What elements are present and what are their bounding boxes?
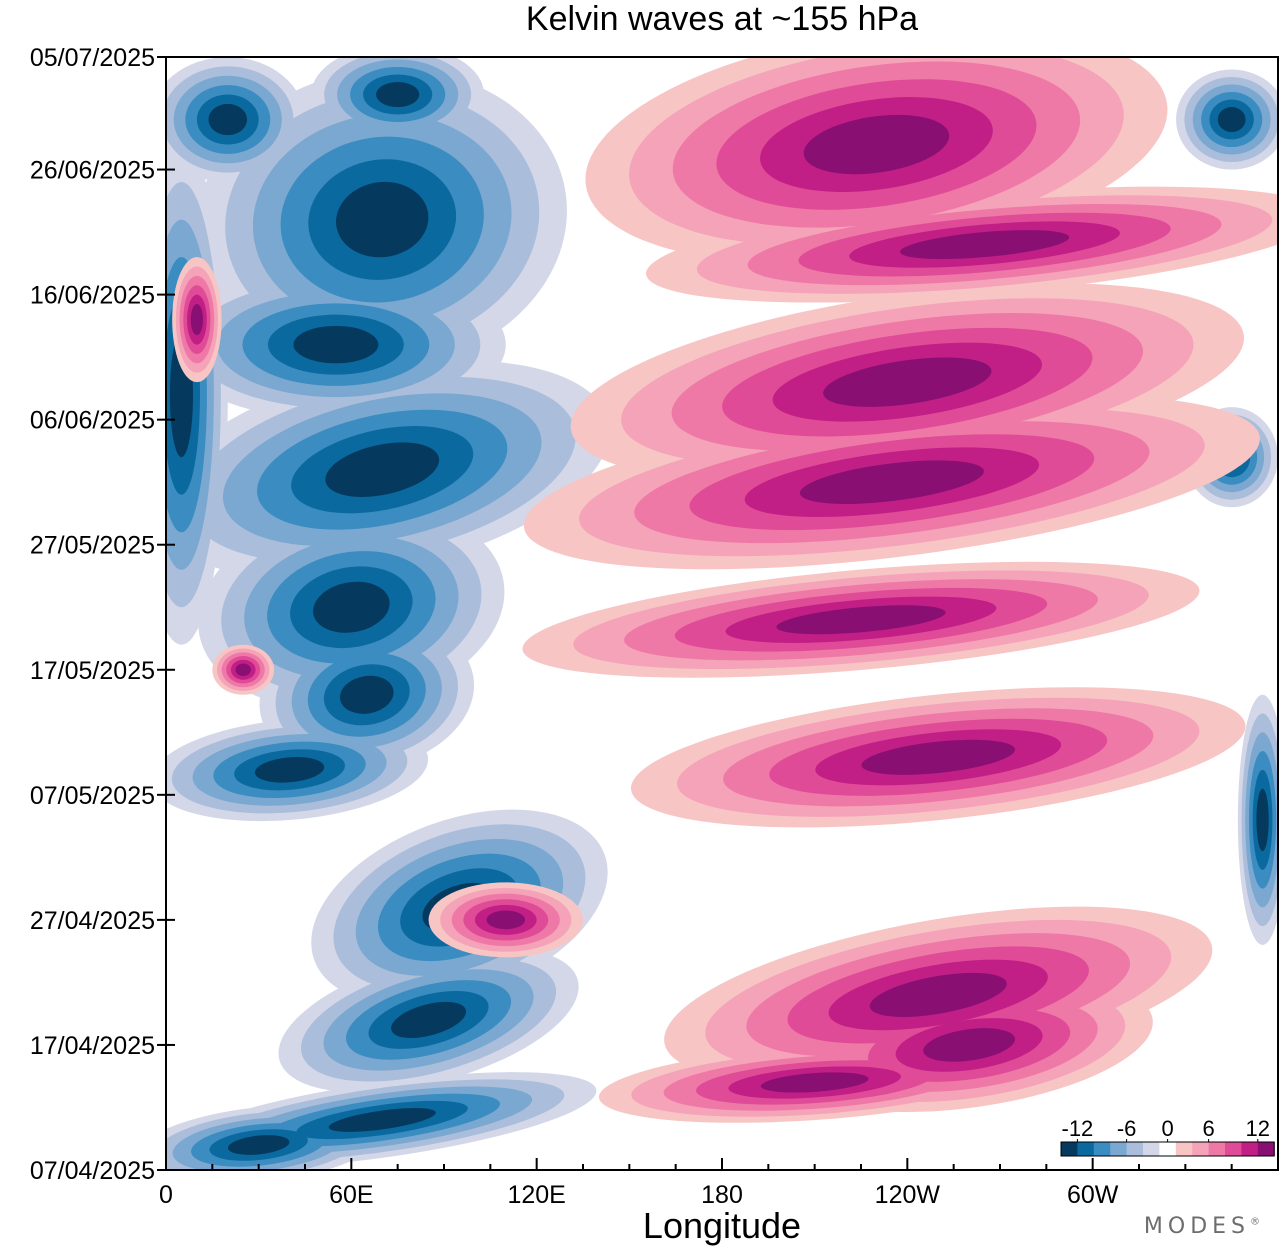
negative-anomaly-level-5-blob-9 xyxy=(227,1135,290,1155)
positive-anomaly-level-5-blob-1 xyxy=(899,230,1070,260)
positive-anomaly-level-5-blob-0 xyxy=(803,114,950,175)
negative-anomaly-level-5-blob-14 xyxy=(1217,107,1246,133)
negative-anomaly-level-5-blob-2 xyxy=(325,442,440,497)
x-tick-label-4: 120W xyxy=(875,1181,941,1209)
negative-anomaly-level-5-blob-4 xyxy=(339,675,394,714)
y-tick-label-8: 26/06/2025 xyxy=(30,157,155,185)
negative-anomaly-level-5-blob-12 xyxy=(208,103,248,136)
x-tick-label-1: 60E xyxy=(329,1181,373,1209)
anomaly-contours xyxy=(166,57,1278,1170)
positive-anomaly-level-5-blob-7 xyxy=(760,1072,869,1093)
y-tick-label-4: 17/05/2025 xyxy=(30,657,155,685)
colorbar-label-0: -12 xyxy=(1062,1116,1094,1141)
y-tick-label-0: 07/04/2025 xyxy=(30,1157,155,1185)
colorbar-swatch-11 xyxy=(1241,1142,1259,1156)
colorbar-swatch-9 xyxy=(1208,1142,1226,1156)
colorbar-swatch-8 xyxy=(1192,1142,1210,1156)
positive-anomaly-level-5-blob-10 xyxy=(190,303,204,336)
colorbar-swatch-3 xyxy=(1110,1142,1128,1156)
positive-anomaly-level-5-blob-6 xyxy=(869,972,1007,1017)
negative-anomaly-level-5-blob-13 xyxy=(376,82,420,108)
positive-anomaly-level-5-blob-9 xyxy=(486,910,526,930)
colorbar-swatch-0 xyxy=(1061,1142,1078,1156)
y-tick-label-7: 16/06/2025 xyxy=(30,282,155,310)
positive-anomaly-level-5-blob-11 xyxy=(235,663,251,677)
brand-mark: ® xyxy=(1250,1216,1260,1228)
positive-anomaly-level-5-blob-3 xyxy=(799,460,984,504)
negative-anomaly-level-5-blob-7 xyxy=(391,1001,467,1039)
colorbar-swatch-2 xyxy=(1093,1142,1111,1156)
colorbar: -12 -6 0 6 12 xyxy=(1060,1116,1275,1157)
colorbar-swatch-4 xyxy=(1126,1142,1144,1156)
x-tick-label-3: 180 xyxy=(701,1181,743,1209)
x-axis: 0 60E 120E 180 120W 60W xyxy=(159,1158,1279,1209)
positive-anomaly-level-5-blob-5 xyxy=(861,739,1016,775)
colorbar-swatch-1 xyxy=(1077,1142,1095,1156)
colorbar-label-3: 6 xyxy=(1202,1116,1214,1141)
negative-anomaly-level-5-blob-1 xyxy=(293,325,379,364)
y-tick-label-5: 27/05/2025 xyxy=(30,532,155,560)
colorbar-swatch-12 xyxy=(1257,1142,1275,1156)
negative-anomaly-level-5-blob-8 xyxy=(328,1108,436,1132)
positive-anomaly-level-5-blob-4 xyxy=(776,605,946,635)
colorbar-swatch-10 xyxy=(1225,1142,1242,1156)
y-tick-label-9: 05/07/2025 xyxy=(30,44,155,72)
colorbar-swatch-6 xyxy=(1159,1142,1177,1156)
chart-title: Kelvin waves at ~155 hPa xyxy=(526,0,918,38)
colorbar-label-4: 12 xyxy=(1246,1116,1270,1141)
plot-field xyxy=(166,57,1278,1170)
y-tick-label-6: 06/06/2025 xyxy=(30,407,155,435)
brand-text: MODES xyxy=(1143,1214,1250,1239)
positive-anomaly-level-5-blob-2 xyxy=(823,357,992,407)
x-axis-title: Longitude xyxy=(643,1205,801,1246)
y-tick-label-3: 07/05/2025 xyxy=(30,782,155,810)
x-tick-label-2: 120E xyxy=(507,1181,565,1209)
colorbar-swatch-5 xyxy=(1143,1142,1160,1156)
negative-anomaly-level-5-blob-11 xyxy=(1256,788,1269,852)
colorbar-label-2: 0 xyxy=(1161,1116,1173,1141)
x-tick-label-0: 0 xyxy=(159,1181,173,1209)
x-tick-label-5: 60W xyxy=(1067,1181,1119,1209)
positive-anomaly-level-5-blob-8 xyxy=(923,1028,1016,1062)
negative-anomaly-level-5-blob-0 xyxy=(336,181,429,258)
negative-anomaly-level-5-blob-3 xyxy=(313,581,390,633)
colorbar-swatch-7 xyxy=(1175,1142,1193,1156)
colorbar-label-1: -6 xyxy=(1117,1116,1137,1141)
modes-brand: MODES® xyxy=(1144,1214,1260,1239)
y-tick-label-1: 17/04/2025 xyxy=(30,1032,155,1060)
y-axis: 07/04/2025 17/04/2025 27/04/2025 07/05/2025… xyxy=(30,44,175,1185)
negative-anomaly-level-5-blob-5 xyxy=(254,756,325,783)
y-tick-label-2: 27/04/2025 xyxy=(30,907,155,935)
